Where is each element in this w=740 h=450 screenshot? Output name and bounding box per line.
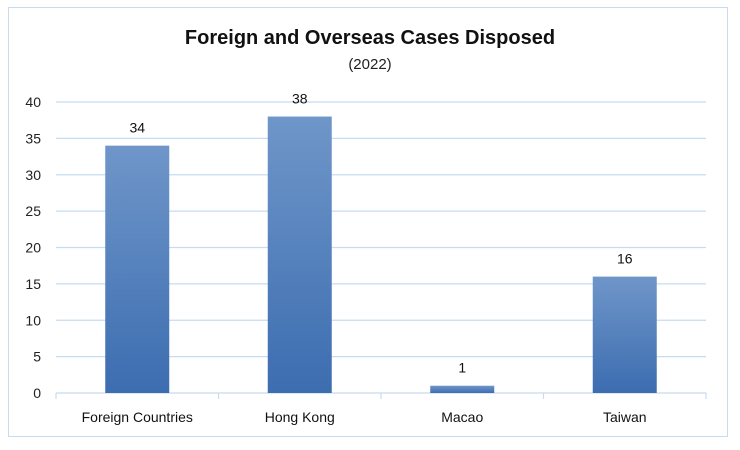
- y-tick-label: 0: [33, 385, 41, 401]
- y-tick-label: 20: [25, 240, 41, 256]
- labels: 0 5 10 15 20 25 30 35 40 34 Foreign Countries 38 Hon…: [25, 91, 646, 425]
- y-tick-label: 40: [25, 94, 41, 110]
- chart-subtitle: (2022): [348, 56, 392, 73]
- bars: [105, 116, 657, 394]
- x-tick-label: Macao: [441, 409, 483, 425]
- y-tick-label: 25: [25, 203, 41, 219]
- y-tick-label: 5: [33, 349, 41, 365]
- chart-title: Foreign and Overseas Cases Disposed: [184, 27, 556, 49]
- data-label: 34: [129, 120, 145, 136]
- x-tick-label: Hong Kong: [265, 409, 335, 425]
- data-label: 16: [617, 251, 633, 267]
- bar: [105, 145, 170, 393]
- y-tick-label: 30: [25, 167, 41, 183]
- y-tick-label: 10: [25, 312, 41, 328]
- x-tick-label: Foreign Countries: [82, 409, 193, 425]
- data-label: 38: [292, 91, 308, 107]
- y-tick-label: 35: [25, 130, 41, 146]
- bar: [267, 116, 332, 394]
- y-tick-label: 15: [25, 276, 41, 292]
- data-label: 1: [458, 360, 466, 376]
- x-tick-label: Taiwan: [603, 409, 647, 425]
- bar: [430, 385, 495, 393]
- bar: [592, 276, 657, 393]
